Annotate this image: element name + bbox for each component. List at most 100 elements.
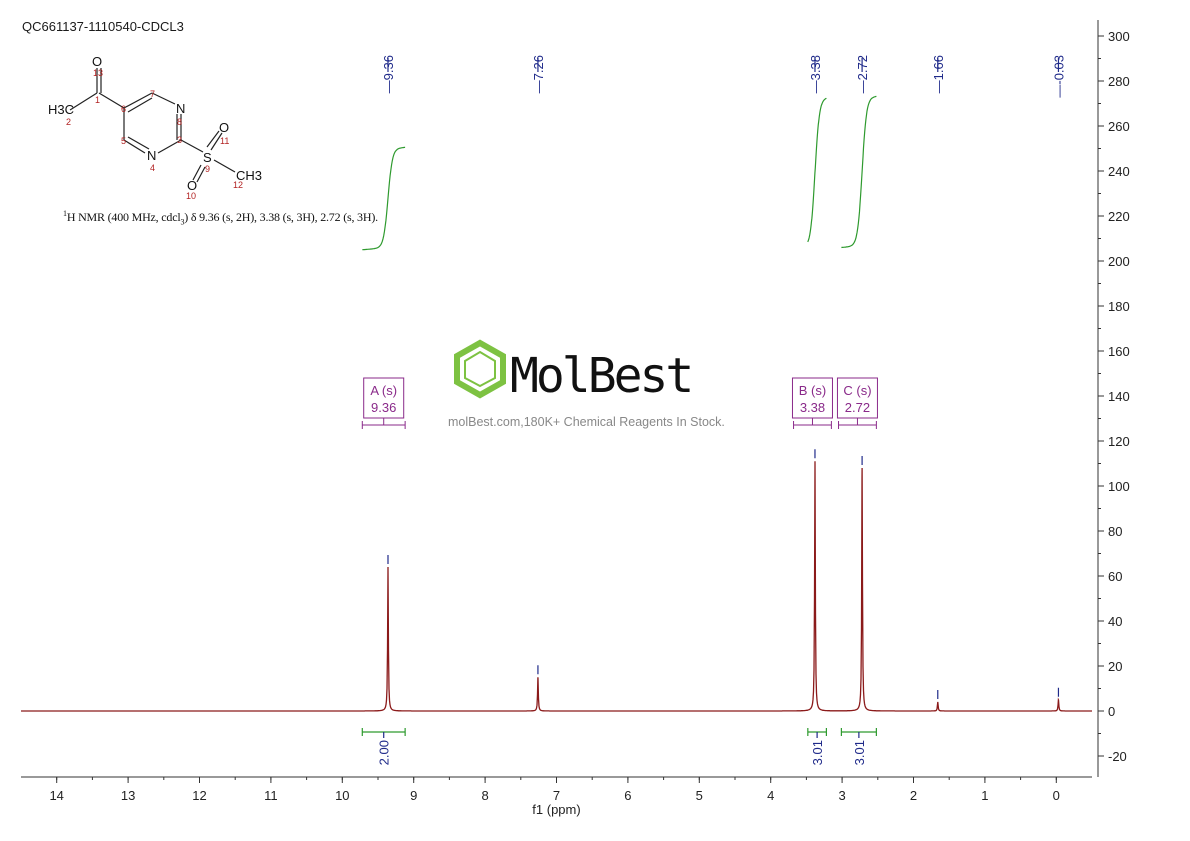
y-tick-label: 20 <box>1108 659 1122 674</box>
atom-sulfur: S <box>203 150 212 165</box>
bond <box>157 139 182 154</box>
y-tick-label: -20 <box>1108 749 1127 764</box>
atom-oxygen: O <box>219 120 229 135</box>
integral-value: 3.01 <box>852 740 867 765</box>
atom-number: 13 <box>93 68 103 78</box>
sample-id: QC661137-1110540-CDCL3 <box>22 19 184 34</box>
benzene-logo-icon <box>454 339 506 399</box>
integral-curve <box>841 95 877 249</box>
y-tick-label: 120 <box>1108 434 1130 449</box>
nmr-description-suffix: ) δ 9.36 (s, 2H), 3.38 (s, 3H), 2.72 (s,… <box>184 210 378 224</box>
bond <box>123 139 146 154</box>
watermark-brand: MolBest <box>510 348 691 404</box>
bond <box>69 92 98 111</box>
y-tick-label: 160 <box>1108 344 1130 359</box>
x-tick-label: 5 <box>696 788 703 803</box>
bond <box>210 132 223 151</box>
atom-number: 5 <box>121 136 126 146</box>
atom-number: 8 <box>177 117 182 127</box>
multiplet-label: A (s) <box>370 383 397 398</box>
y-tick-label: 220 <box>1108 209 1130 224</box>
bond <box>127 97 153 113</box>
multiplet-box <box>836 377 878 419</box>
atom-number: 1 <box>95 95 100 105</box>
multiplet-shift: 9.36 <box>371 400 396 415</box>
atom-nitrogen: N <box>147 148 156 163</box>
atom-nitrogen: N <box>176 101 185 116</box>
atom-number: 9 <box>205 164 210 174</box>
bond <box>206 130 220 148</box>
watermark-tagline: molBest.com,180K+ Chemical Reagents In S… <box>448 415 725 429</box>
bond <box>123 92 153 109</box>
y-tick-label: 280 <box>1108 74 1130 89</box>
nmr-description-prefix: H NMR (400 MHz, cdcl <box>66 210 181 224</box>
peak-label: —7.26 <box>531 55 546 93</box>
y-tick-label: 80 <box>1108 524 1122 539</box>
x-tick-label: 10 <box>335 788 349 803</box>
multiplet-label: B (s) <box>799 383 826 398</box>
y-tick-label: 0 <box>1108 704 1115 719</box>
peak-label: —-0.03 <box>1051 55 1066 98</box>
atom-number: 6 <box>121 104 126 114</box>
x-axis-label: f1 (ppm) <box>532 802 580 817</box>
atom-methyl: H3C <box>48 102 74 117</box>
y-tick-label: 200 <box>1108 254 1130 269</box>
atom-number: 11 <box>220 136 229 146</box>
atom-number: 10 <box>186 191 196 201</box>
y-tick-label: 40 <box>1108 614 1122 629</box>
bond <box>213 159 236 173</box>
x-tick-label: 1 <box>981 788 988 803</box>
y-tick-label: 180 <box>1108 299 1130 314</box>
x-tick-label: 14 <box>49 788 63 803</box>
y-tick-label: 140 <box>1108 389 1130 404</box>
molecule-structure: O N N S O O CH3 H3C 13 1 6 7 8 3 5 4 9 1… <box>48 54 262 201</box>
atom-number: 4 <box>150 163 155 173</box>
atom-number: 12 <box>233 180 243 190</box>
peak-label: —2.72 <box>855 55 870 93</box>
atom-methyl: CH3 <box>236 168 262 183</box>
y-tick-label: 240 <box>1108 164 1130 179</box>
x-tick-label: 0 <box>1053 788 1060 803</box>
y-tick-label: 260 <box>1108 119 1130 134</box>
bond <box>192 164 202 181</box>
watermark-logo: MolBest molBest.com,180K+ Chemical Reage… <box>448 339 725 429</box>
peak-label: —1.66 <box>931 55 946 93</box>
solvent-subscript: 3 <box>180 217 185 227</box>
integral-curve <box>807 97 827 243</box>
x-tick-label: 7 <box>553 788 560 803</box>
x-tick-label: 13 <box>121 788 135 803</box>
atom-oxygen: O <box>187 178 197 193</box>
bond <box>98 92 125 109</box>
atom-number: 2 <box>66 117 71 127</box>
atom-number: 3 <box>177 135 182 145</box>
x-tick-label: 9 <box>410 788 417 803</box>
x-tick-label: 3 <box>838 788 845 803</box>
bond <box>151 92 176 105</box>
peak-label: —3.38 <box>808 55 823 93</box>
x-tick-label: 4 <box>767 788 774 803</box>
integral-curve <box>362 146 406 251</box>
x-tick-label: 12 <box>192 788 206 803</box>
nmr-description: 1H NMR (400 MHz, cdcl3) δ 9.36 (s, 2H), … <box>63 209 378 226</box>
bond <box>127 136 150 150</box>
x-tick-label: 6 <box>624 788 631 803</box>
nucleus-superscript: 1 <box>63 209 67 218</box>
x-tick-label: 8 <box>481 788 488 803</box>
y-tick-label: 300 <box>1108 29 1130 44</box>
peak-label: —9.36 <box>381 55 396 93</box>
y-tick-label: 100 <box>1108 479 1130 494</box>
multiplet-label: C (s) <box>843 383 871 398</box>
integral-value: 2.00 <box>377 740 392 765</box>
multiplet-shift: 2.72 <box>845 400 870 415</box>
atom-number: 7 <box>150 89 155 99</box>
integral-value: 3.01 <box>810 740 825 765</box>
x-tick-label: 2 <box>910 788 917 803</box>
spectrum-line <box>21 461 1092 712</box>
bond <box>180 139 204 153</box>
y-tick-label: 60 <box>1108 569 1122 584</box>
atom-oxygen: O <box>92 54 102 69</box>
multiplet-box <box>363 377 405 419</box>
multiplet-shift: 3.38 <box>800 400 825 415</box>
bond <box>196 166 206 183</box>
